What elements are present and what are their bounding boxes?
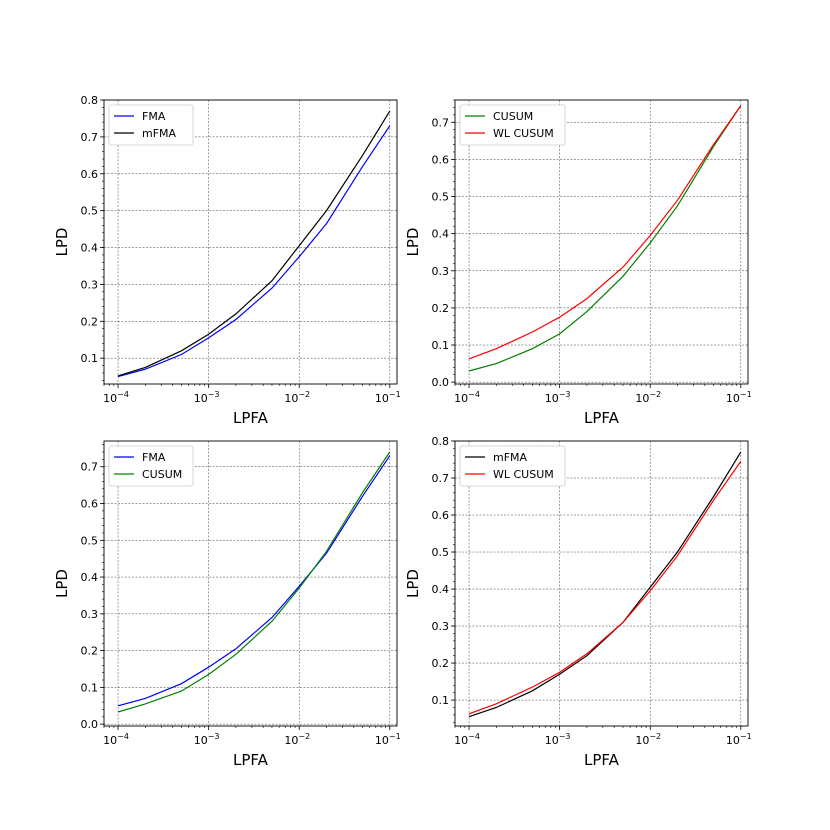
legend-label: mFMA: [493, 451, 528, 464]
y-tick-label: 0.6: [432, 153, 450, 166]
legend-label: CUSUM: [142, 468, 182, 481]
y-tick-label: 0.3: [81, 278, 99, 291]
x-tick-label: 10−1: [726, 732, 752, 747]
y-axis-label: LPD: [53, 569, 71, 598]
y-tick-label: 0.4: [81, 571, 99, 584]
legend-label: mFMA: [142, 127, 177, 140]
plot-frame: [103, 99, 398, 385]
x-tick-label: 10−3: [194, 732, 220, 747]
x-tick-label: 10−3: [545, 390, 571, 405]
legend: CUSUM WL CUSUM: [459, 104, 566, 146]
x-tick-label: 10−1: [375, 732, 401, 747]
y-tick-label: 0.2: [81, 315, 99, 328]
y-tick-label: 0.6: [81, 168, 99, 181]
y-tick-label: 0.5: [81, 205, 99, 218]
x-tick-label: 10−3: [545, 732, 571, 747]
x-axis-label: LPFA: [584, 751, 620, 769]
plot-frame: [103, 440, 398, 727]
chart-panel-4: 0.1 0.2 0.3 0.4 0.5 0.6 0.7 0.8 10−4 10−3 10−2 10−1…: [404, 435, 752, 769]
y-tick-label: 0.4: [81, 242, 99, 255]
y-tick-label: 0.4: [432, 228, 450, 241]
legend-label: CUSUM: [493, 110, 533, 123]
y-tick-label: 0.2: [432, 302, 450, 315]
y-tick-label: 0.5: [432, 191, 450, 204]
y-tick-label: 0.2: [81, 645, 99, 658]
x-tick-label: 10−2: [635, 390, 661, 405]
y-tick-label: 0.5: [81, 534, 99, 547]
y-axis-label: LPD: [404, 228, 422, 257]
legend-label: WL CUSUM: [493, 468, 554, 481]
y-tick-label: 0.6: [432, 509, 450, 522]
x-tick-label: 10−2: [284, 390, 310, 405]
y-tick-label: 0.7: [81, 131, 99, 144]
x-tick-label: 10−4: [103, 732, 129, 747]
x-tick-label: 10−4: [454, 732, 480, 747]
y-tick-label: 0.0: [81, 718, 99, 731]
plot-frame: [454, 440, 749, 727]
series-line-1: [468, 451, 742, 718]
legend-label: FMA: [142, 451, 166, 464]
x-axis-label: LPFA: [233, 751, 269, 769]
x-axis-label: LPFA: [233, 409, 269, 427]
y-tick-label: 0.8: [432, 435, 450, 448]
legend-box: [459, 104, 566, 146]
y-tick-label: 0.1: [432, 694, 450, 707]
series-line-2: [468, 105, 742, 360]
y-axis-label: LPD: [53, 228, 71, 257]
y-tick-label: 0.2: [432, 657, 450, 670]
y-tick-label: 0.1: [432, 339, 450, 352]
y-tick-label: 0.3: [432, 265, 450, 278]
y-axis-label: LPD: [404, 569, 422, 598]
x-tick-label: 10−3: [194, 390, 220, 405]
legend: FMA mFMA: [108, 104, 194, 146]
legend: FMA CUSUM: [108, 445, 194, 487]
series-line-1: [117, 125, 391, 378]
chart-panel-2: 0.0 0.1 0.2 0.3 0.4 0.5 0.6 0.7 10−4 10−3 10−2 10−1…: [404, 99, 752, 427]
legend-label: WL CUSUM: [493, 127, 554, 140]
chart-panel-1: 0.1 0.2 0.3 0.4 0.5 0.6 0.7 0.8 10−4 10−3 10−2 10−1…: [53, 94, 401, 427]
legend: mFMA WL CUSUM: [459, 445, 566, 487]
y-tick-label: 0.1: [81, 681, 99, 694]
y-tick-label: 0.4: [432, 583, 450, 596]
y-tick-label: 0.6: [81, 498, 99, 511]
y-tick-label: 0.3: [81, 608, 99, 621]
y-tick-label: 0.7: [432, 472, 450, 485]
y-tick-label: 0.5: [432, 546, 450, 559]
x-tick-label: 10−2: [284, 732, 310, 747]
x-tick-label: 10−4: [454, 390, 480, 405]
legend-box: [108, 104, 194, 146]
plot-frame: [454, 99, 749, 385]
y-tick-label: 0.7: [81, 461, 99, 474]
legend-box: [108, 445, 194, 487]
series-line-2: [117, 110, 391, 377]
y-tick-label: 0.8: [81, 94, 99, 107]
y-tick-label: 0.1: [81, 352, 99, 365]
legend-label: FMA: [142, 110, 166, 123]
x-tick-label: 10−2: [635, 732, 661, 747]
legend-box: [459, 445, 566, 487]
y-tick-label: 0.7: [432, 116, 450, 129]
y-tick-label: 0.3: [432, 620, 450, 633]
series-line-1: [468, 105, 742, 372]
series-line-1: [117, 455, 391, 707]
x-tick-label: 10−1: [726, 390, 752, 405]
series-line-2: [468, 461, 742, 715]
x-tick-label: 10−4: [103, 390, 129, 405]
x-tick-label: 10−1: [375, 390, 401, 405]
chart-panel-3: 0.0 0.1 0.2 0.3 0.4 0.5 0.6 0.7 10−4 10−3 10−2 10−1…: [53, 440, 401, 769]
series-line-2: [117, 451, 391, 713]
x-axis-label: LPFA: [584, 409, 620, 427]
y-tick-label: 0.0: [432, 376, 450, 389]
